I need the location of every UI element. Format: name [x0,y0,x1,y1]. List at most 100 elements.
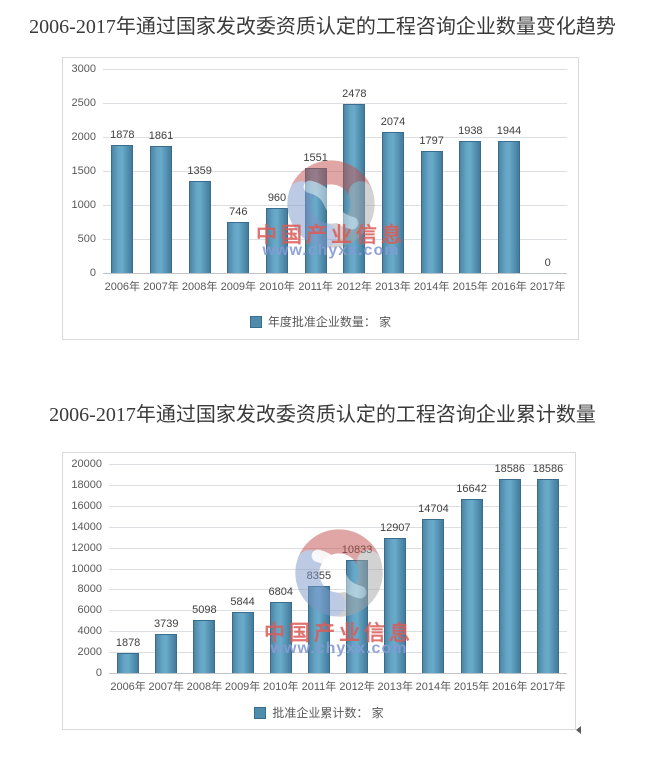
bar [498,141,520,273]
gridline [109,631,567,633]
bar-value-label: 16642 [456,483,487,495]
y-axis-tick-label: 3000 [71,63,96,75]
x-axis-category-label: 2015年 [453,681,490,693]
gridline [109,526,567,528]
x-axis-category-label: 2008年 [181,281,218,293]
chart1-annual-approved: 0 500 1000 1500 2000 2500 3000 1878 2006年 1861 200… [62,57,579,340]
y-axis-tick-label: 10000 [71,562,102,575]
bar [266,208,288,273]
bar-value-label: 6804 [268,586,293,598]
y-axis-tick-label: 16000 [71,499,102,512]
y-axis-tick-label: 20000 [71,458,102,470]
x-axis-category-label: 2011年 [298,281,333,293]
bar [231,612,254,673]
bar [111,145,134,273]
chart1-legend-label: 年度批准企业数量： 家 [267,315,392,329]
y-axis-tick-label: 2000 [71,131,96,143]
x-axis-category-label: 2007年 [148,681,184,693]
bar-value-label: 1878 [110,129,135,141]
x-axis-category-label: 2012年 [336,281,373,293]
bar [227,222,250,273]
bar [117,653,140,673]
y-axis-tick-label: 500 [77,233,96,245]
legend-swatch-icon [254,706,267,719]
y-axis-tick-label: 0 [95,667,102,679]
gridline [103,69,567,70]
bar-value-label: 14704 [418,503,449,515]
x-axis-category-label: 2013年 [377,681,413,693]
bar-value-label: 1359 [187,165,212,177]
x-axis-category-label: 2008年 [186,681,223,693]
y-axis-tick-label: 0 [89,267,96,279]
bar-value-label: 746 [229,206,248,218]
bar-value-label: 5844 [230,596,255,608]
x-axis-category-label: 2016年 [491,281,527,293]
bar [536,479,559,673]
x-axis-category-label: 2007年 [143,281,179,293]
gridline [103,103,567,104]
x-axis-category-label: 2011年 [301,681,337,693]
gridline [103,137,567,138]
chart2-legend: 批准企业累计数： 家 [63,704,575,721]
bar [422,519,445,673]
y-axis-tick-label: 1500 [71,165,96,177]
bar [307,586,330,673]
y-axis-tick-label: 18000 [71,478,102,491]
bar-value-label: 1551 [303,152,328,164]
gridline [109,464,567,465]
bar-value-label: 8355 [306,570,332,582]
bar-value-label: 18586 [494,463,526,475]
bar-value-label: 12907 [379,522,411,534]
gridline [109,505,567,507]
bar-value-label: 5098 [192,604,217,616]
resize-handle-icon [576,726,581,734]
chart2-cumulative-approved: 0 2000 4000 6000 8000 10000 12000 14000 16000 180… [62,452,576,730]
bar [188,181,211,273]
bar-value-label: 1878 [115,637,141,649]
x-axis-category-label: 2013年 [375,281,411,293]
y-axis-tick-label: 2000 [77,646,102,659]
bar-value-label: 960 [267,192,287,204]
chart2-legend-label: 批准企业累计数： 家 [272,706,384,720]
bar-value-label: 0 [544,257,551,269]
bar [460,499,483,673]
x-axis-category-label: 2012年 [339,681,375,693]
x-axis-category-label: 2014年 [413,281,450,293]
y-axis-tick-label: 2500 [71,97,96,109]
gridline [109,673,567,674]
y-axis-tick-label: 6000 [77,604,102,617]
bar [420,151,443,273]
bar-value-label: 1861 [148,130,174,142]
bar-value-label: 3739 [154,618,179,630]
bar [150,146,172,273]
bar-value-label: 2478 [342,88,367,100]
x-axis-category-label: 2016年 [492,681,528,693]
y-axis-tick-label: 4000 [77,625,102,638]
legend-swatch-icon [249,315,262,328]
bar [382,132,404,273]
bar-value-label: 10833 [341,544,373,556]
bar [346,560,369,673]
chart1-title: 2006-2017年通过国家发改委资质认定的工程咨询企业数量变化趋势 [29,16,616,38]
y-axis-tick-label: 14000 [71,520,102,533]
x-axis-category-label: 2017年 [529,281,566,293]
bar [498,479,521,673]
bar-value-label: 1944 [496,125,522,137]
chart1-legend: 年度批准企业数量： 家 [63,313,578,330]
bar [193,620,216,673]
bar-value-label: 1938 [458,125,483,137]
y-axis-tick-label: 8000 [77,583,102,596]
gridline [109,484,567,486]
bar [304,168,327,273]
x-axis-category-label: 2015年 [452,281,489,293]
y-axis-tick-label: 1000 [71,199,96,211]
y-axis-tick-label: 12000 [71,541,102,554]
gridline [103,273,567,274]
gridline [109,652,567,654]
bar-value-label: 1797 [419,135,444,147]
x-axis-category-label: 2010年 [259,281,295,293]
bar-value-label: 2074 [380,116,406,128]
x-axis-category-label: 2010年 [263,681,299,693]
chart2-title: 2006-2017年通过国家发改委资质认定的工程咨询企业累计数量 [49,404,596,426]
bar [384,538,407,673]
